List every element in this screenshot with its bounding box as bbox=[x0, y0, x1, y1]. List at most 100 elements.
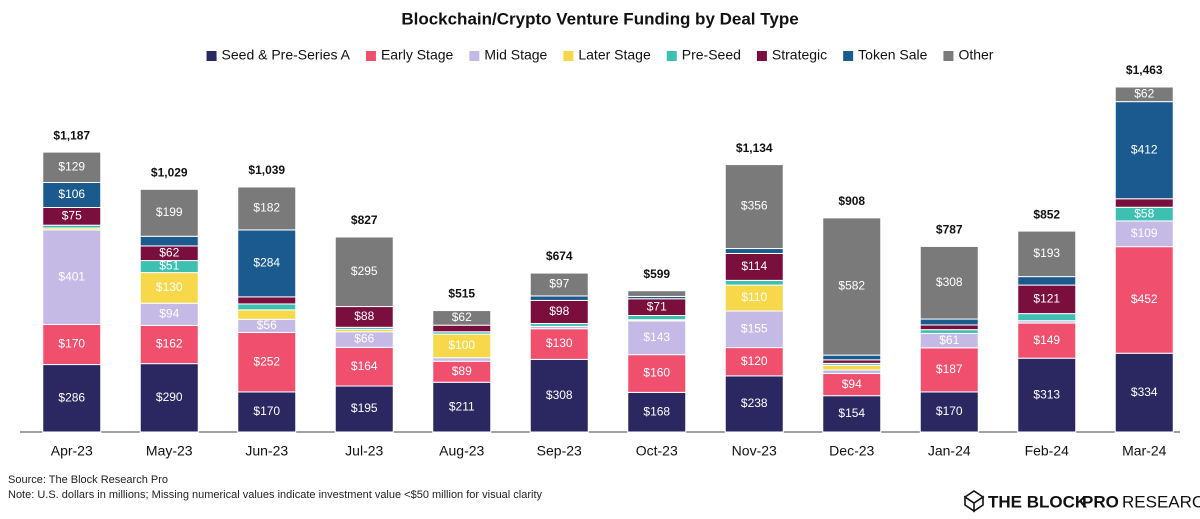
bar-segment bbox=[822, 364, 882, 371]
segment-label: $284 bbox=[253, 256, 280, 270]
bar-segment bbox=[1114, 101, 1174, 200]
segment-label: $170 bbox=[58, 337, 85, 351]
segment-label: $62 bbox=[452, 310, 472, 324]
bar-segment bbox=[1114, 246, 1174, 354]
bar-segment bbox=[42, 151, 102, 184]
logo-brand: THE BLOCK bbox=[988, 492, 1088, 511]
segment-label: $401 bbox=[58, 269, 85, 283]
total-label: $908 bbox=[838, 194, 865, 208]
bar-segment bbox=[237, 391, 297, 433]
x-tick-label: Oct-23 bbox=[636, 443, 678, 459]
bar-segment bbox=[334, 346, 394, 387]
segment-label: $100 bbox=[448, 338, 475, 352]
segment-label: $130 bbox=[546, 336, 573, 350]
bar-segment bbox=[529, 358, 589, 433]
bar-segment bbox=[724, 347, 784, 377]
bar-segment bbox=[1114, 352, 1174, 433]
total-label: $674 bbox=[546, 249, 573, 263]
segment-label: $295 bbox=[351, 264, 378, 278]
segment-label: $160 bbox=[643, 366, 670, 380]
bar-segment bbox=[139, 363, 199, 433]
bar-segment bbox=[822, 217, 882, 356]
segment-label: $290 bbox=[156, 390, 183, 404]
segment-label: $286 bbox=[58, 390, 85, 404]
segment-label: $182 bbox=[253, 201, 280, 215]
segment-label: $252 bbox=[253, 354, 280, 368]
bar-segment bbox=[1114, 198, 1174, 208]
chart-title: Blockchain/Crypto Venture Funding by Dea… bbox=[401, 9, 798, 28]
segment-label: $582 bbox=[838, 279, 865, 293]
segment-label: $193 bbox=[1033, 246, 1060, 260]
segment-label: $58 bbox=[1134, 206, 1154, 220]
total-label: $1,134 bbox=[736, 141, 773, 155]
segment-label: $452 bbox=[1131, 292, 1158, 306]
segment-label: $109 bbox=[1131, 226, 1158, 240]
bar-segment bbox=[42, 323, 102, 366]
segment-label: $94 bbox=[842, 377, 862, 391]
bar-segment bbox=[237, 296, 297, 305]
segment-label: $313 bbox=[1033, 387, 1060, 401]
legend-label: Strategic bbox=[772, 47, 827, 63]
segment-label: $97 bbox=[549, 277, 569, 291]
bar-segment bbox=[139, 188, 199, 237]
legend-swatch bbox=[943, 51, 954, 61]
legend-swatch bbox=[365, 51, 376, 61]
bar-segment bbox=[237, 186, 297, 231]
segment-label: $51 bbox=[159, 259, 179, 273]
segment-label: $168 bbox=[643, 404, 670, 418]
segment-label: $110 bbox=[741, 290, 767, 304]
total-label: $1,463 bbox=[1126, 63, 1163, 77]
x-tick-label: Sep-23 bbox=[537, 443, 582, 459]
segment-label: $334 bbox=[1131, 385, 1158, 399]
segment-label: $308 bbox=[546, 388, 573, 402]
legend-swatch bbox=[469, 51, 480, 61]
bar-segment bbox=[627, 315, 687, 321]
bar-segment bbox=[919, 329, 979, 334]
segment-label: $89 bbox=[452, 364, 472, 378]
bar-segment bbox=[529, 295, 589, 301]
segment-label: $56 bbox=[257, 318, 277, 332]
bar-segment bbox=[822, 395, 882, 433]
segment-label: $71 bbox=[647, 299, 667, 313]
bar-segment bbox=[1017, 276, 1077, 286]
logo: THE BLOCK PRO RESEARCH bbox=[963, 490, 1200, 513]
total-label: $599 bbox=[643, 267, 670, 281]
bar-segment bbox=[724, 164, 784, 250]
bar-segment bbox=[237, 309, 297, 320]
x-tick-label: Apr-23 bbox=[51, 443, 93, 459]
bar-segment bbox=[822, 369, 882, 375]
bar-segment bbox=[334, 385, 394, 433]
bar-segment bbox=[822, 354, 882, 361]
segment-label: $238 bbox=[741, 396, 768, 410]
segment-label: $62 bbox=[1134, 86, 1154, 100]
segment-label: $62 bbox=[159, 245, 179, 259]
legend-label: Later Stage bbox=[578, 47, 651, 63]
segment-label: $120 bbox=[741, 354, 768, 368]
bar-segment bbox=[237, 331, 297, 393]
segment-label: $155 bbox=[741, 321, 768, 335]
segment-label: $187 bbox=[936, 362, 963, 376]
note: Note: U.S. dollars in millions; Missing … bbox=[8, 489, 543, 501]
segment-label: $98 bbox=[549, 304, 569, 318]
x-tick-label: May-23 bbox=[146, 443, 193, 459]
legend-label: Other bbox=[958, 47, 993, 63]
legend-label: Early Stage bbox=[381, 47, 454, 63]
x-tick-label: Jun-23 bbox=[245, 443, 288, 459]
bar-segment bbox=[919, 318, 979, 326]
bar-segment bbox=[432, 381, 492, 433]
bar-segment bbox=[432, 357, 492, 362]
x-tick-label: Jul-23 bbox=[345, 443, 383, 459]
segment-label: $308 bbox=[936, 275, 963, 289]
segment-label: $170 bbox=[253, 404, 280, 418]
legend-label: Mid Stage bbox=[484, 47, 547, 63]
segment-label: $199 bbox=[156, 205, 183, 219]
bar-segment bbox=[1017, 230, 1077, 278]
legend-swatch bbox=[666, 51, 677, 61]
segment-label: $88 bbox=[354, 309, 374, 323]
segment-label: $412 bbox=[1131, 142, 1158, 156]
segment-label: $121 bbox=[1033, 292, 1060, 306]
logo-icon bbox=[963, 490, 985, 513]
segment-label: $170 bbox=[936, 404, 963, 418]
segment-label: $211 bbox=[449, 399, 475, 413]
